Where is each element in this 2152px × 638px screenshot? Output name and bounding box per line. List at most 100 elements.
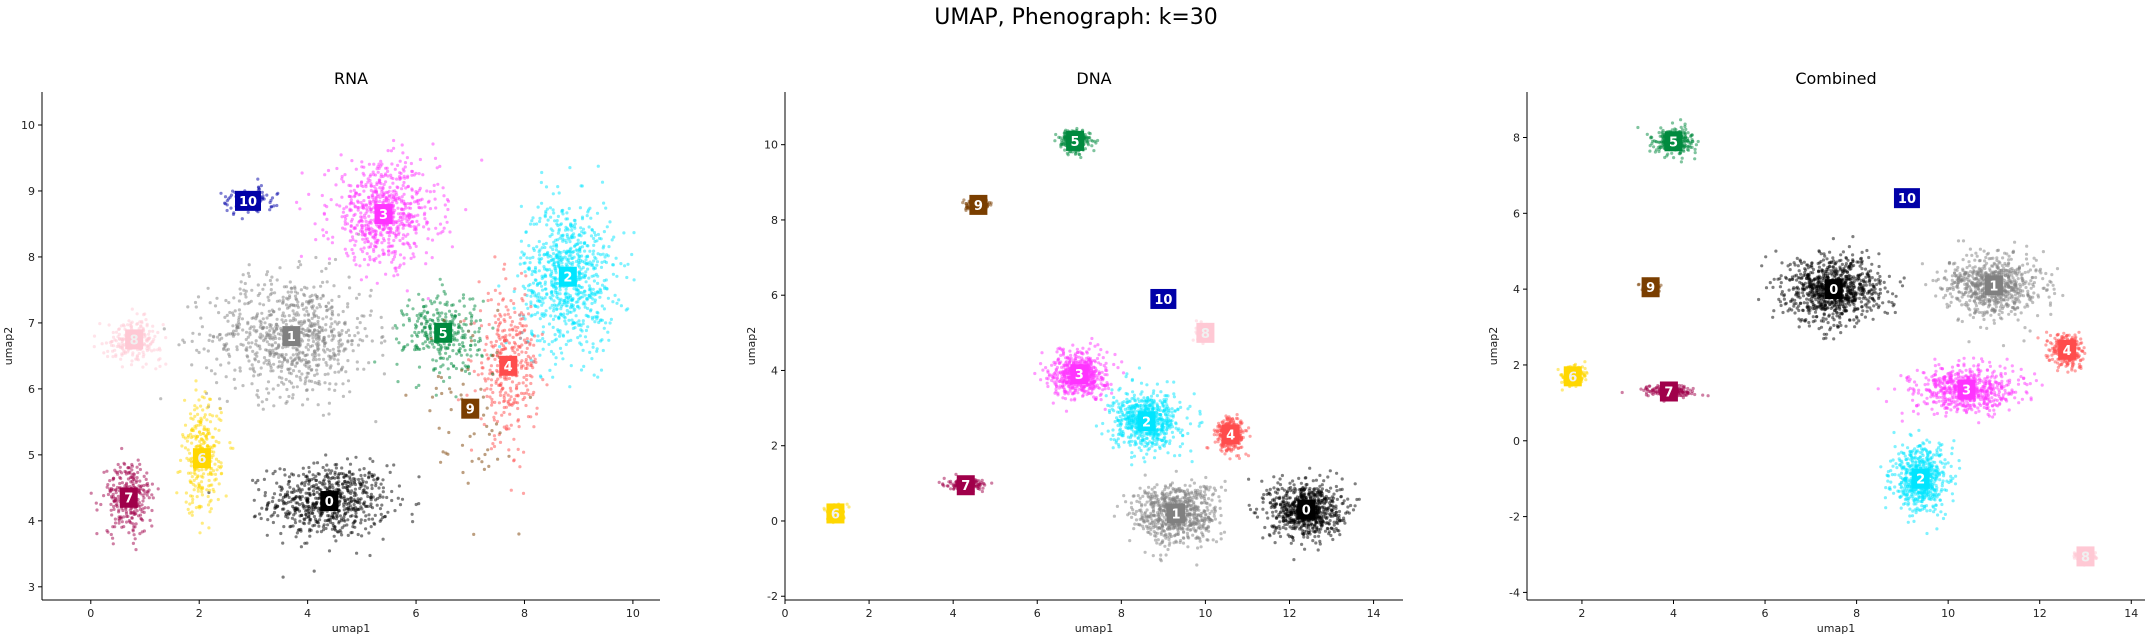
data-point (202, 415, 206, 419)
data-point (500, 342, 504, 346)
data-point (592, 259, 596, 263)
data-point (287, 394, 291, 399)
data-point (284, 303, 289, 307)
data-point (510, 380, 515, 384)
data-point (268, 329, 272, 333)
cluster-label-box (374, 204, 393, 225)
data-point (446, 367, 450, 371)
data-point (279, 369, 283, 373)
data-point (334, 517, 339, 521)
data-point (516, 274, 520, 278)
data-point (231, 446, 235, 450)
data-point (269, 198, 273, 202)
data-point (349, 184, 353, 188)
data-point (599, 318, 603, 322)
data-point (459, 320, 463, 324)
data-point (225, 199, 229, 203)
data-point (362, 189, 366, 193)
data-point (257, 488, 261, 492)
data-point (480, 460, 484, 464)
data-point (374, 187, 378, 191)
data-point (290, 497, 294, 501)
data-point (401, 215, 405, 219)
data-point (197, 430, 201, 434)
data-point (231, 332, 235, 336)
data-point (331, 486, 335, 490)
data-point (298, 495, 302, 499)
data-point (345, 251, 349, 255)
data-point (381, 478, 385, 482)
data-point (538, 253, 542, 257)
data-point (350, 217, 354, 221)
data-point (281, 575, 285, 579)
data-point (231, 324, 235, 328)
data-point (145, 471, 149, 475)
data-point (250, 382, 254, 386)
data-point (206, 286, 210, 290)
data-point (270, 196, 275, 200)
data-point (604, 260, 609, 265)
data-point (327, 468, 331, 472)
data-point (593, 233, 598, 237)
data-point (275, 192, 279, 196)
data-point (607, 245, 611, 249)
data-point (396, 206, 400, 210)
data-point (209, 369, 214, 373)
data-point (461, 296, 465, 300)
data-point (592, 267, 596, 271)
data-point (190, 475, 194, 479)
data-point (408, 213, 412, 217)
data-point (380, 233, 384, 237)
data-point (211, 414, 215, 418)
data-point (592, 373, 596, 377)
data-point (509, 395, 513, 399)
data-point (321, 280, 325, 284)
data-point (355, 223, 359, 227)
data-point (408, 246, 412, 250)
data-point (470, 459, 474, 463)
data-point (290, 286, 294, 290)
data-point (343, 479, 347, 483)
data-point (291, 504, 295, 509)
data-point (315, 368, 319, 372)
data-point (205, 437, 209, 441)
data-point (255, 393, 259, 397)
data-point (442, 226, 446, 230)
data-point (305, 353, 309, 357)
data-point (511, 301, 516, 306)
data-point (386, 149, 390, 153)
data-point (114, 354, 118, 358)
data-point (502, 396, 506, 400)
data-point (321, 465, 325, 470)
data-point (1329, 486, 1333, 490)
data-point (327, 476, 331, 480)
data-point (307, 479, 311, 483)
data-point (534, 293, 539, 297)
data-point (469, 322, 473, 326)
data-point (521, 381, 525, 385)
data-point (288, 296, 292, 300)
data-point (378, 196, 382, 200)
data-point (275, 203, 279, 208)
data-point (213, 304, 218, 308)
data-point (144, 483, 148, 487)
data-point (1320, 487, 1324, 491)
data-point (425, 334, 429, 338)
data-point (271, 327, 275, 331)
data-point (364, 527, 368, 531)
data-point (530, 219, 534, 223)
data-point (569, 246, 573, 250)
data-point (150, 349, 154, 353)
data-point (215, 296, 219, 300)
data-point (327, 334, 331, 338)
data-point (570, 228, 574, 232)
data-point (396, 273, 400, 277)
data-point (265, 506, 269, 511)
data-point (442, 194, 446, 198)
data-point (331, 347, 335, 351)
data-point (118, 337, 122, 341)
data-point (385, 464, 389, 468)
data-point (304, 491, 308, 495)
data-point (293, 294, 298, 298)
data-point (261, 407, 265, 411)
